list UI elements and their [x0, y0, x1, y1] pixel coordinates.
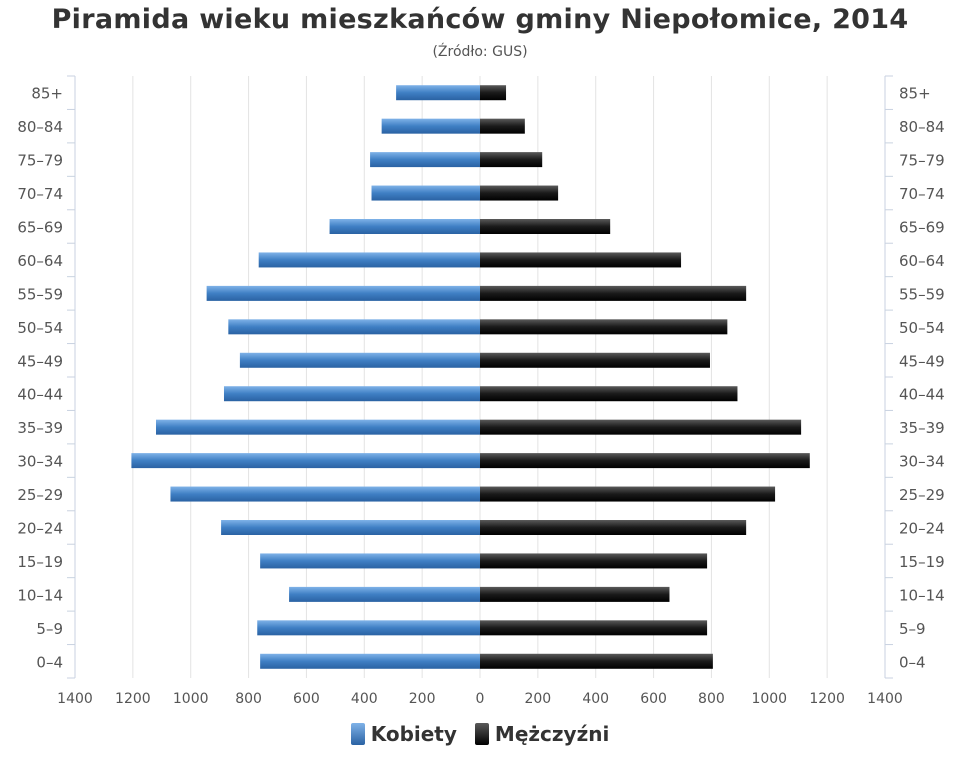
x-tick-label: 1200	[115, 691, 151, 707]
age-label-right: 85+	[899, 85, 931, 103]
legend-label-kobiety: Kobiety	[370, 722, 457, 746]
age-label-left: 70–74	[17, 185, 63, 203]
bar-mezczyzni	[480, 352, 710, 368]
bar-mezczyzni	[480, 152, 543, 168]
bar-kobiety	[381, 118, 480, 134]
bar-kobiety	[257, 620, 480, 636]
x-tick-label: 1000	[173, 691, 209, 707]
age-label-right: 10–14	[899, 586, 945, 604]
age-label-left: 40–44	[17, 386, 63, 404]
age-label-left: 20–24	[17, 520, 63, 538]
x-tick-label: 600	[640, 691, 667, 707]
legend-item-kobiety[interactable]: Kobiety	[350, 722, 457, 746]
age-label-right: 50–54	[899, 319, 945, 337]
bar-mezczyzni	[480, 620, 708, 636]
age-label-right: 25–29	[899, 486, 945, 504]
age-label-right: 20–24	[899, 520, 945, 538]
bar-kobiety	[131, 453, 481, 469]
bar-kobiety	[223, 386, 480, 402]
age-label-left: 75–79	[17, 152, 63, 170]
bar-kobiety	[289, 586, 480, 602]
bar-kobiety	[221, 520, 480, 535]
age-label-right: 0–4	[899, 653, 926, 671]
age-label-left: 10–14	[17, 586, 63, 604]
bar-mezczyzni	[480, 419, 802, 435]
age-label-right: 40–44	[899, 386, 945, 404]
age-label-right: 5–9	[899, 620, 926, 638]
bar-kobiety	[228, 319, 480, 335]
age-label-right: 60–64	[899, 252, 945, 270]
age-label-left: 25–29	[17, 486, 63, 504]
age-label-right: 55–59	[899, 285, 945, 303]
bar-kobiety	[156, 419, 480, 435]
x-tick-label: 1000	[751, 691, 787, 707]
bar-mezczyzni	[480, 553, 708, 569]
x-tick-label: 400	[582, 691, 609, 707]
bar-kobiety	[170, 486, 480, 502]
x-tick-label: 200	[409, 691, 436, 707]
x-tick-label: 200	[524, 691, 551, 707]
bar-kobiety	[396, 85, 480, 101]
bar-mezczyzni	[480, 85, 507, 101]
bar-mezczyzni	[480, 520, 747, 535]
x-tick-label: 1400	[867, 691, 903, 707]
bar-mezczyzni	[480, 252, 682, 268]
age-label-left: 65–69	[17, 219, 63, 237]
age-label-right: 15–19	[899, 553, 945, 571]
age-label-left: 35–39	[17, 419, 63, 437]
bar-mezczyzni	[480, 453, 810, 469]
age-label-right: 45–49	[899, 352, 945, 370]
age-label-right: 70–74	[899, 185, 945, 203]
bar-mezczyzni	[480, 185, 559, 201]
x-tick-label: 1200	[809, 691, 845, 707]
bar-mezczyzni	[480, 486, 776, 502]
bar-mezczyzni	[480, 219, 611, 234]
bar-mezczyzni	[480, 285, 747, 301]
bar-mezczyzni	[480, 319, 728, 335]
bar-mezczyzni	[480, 653, 713, 669]
age-label-right: 80–84	[899, 118, 945, 136]
age-label-left: 5–9	[36, 620, 63, 638]
x-tick-label: 800	[698, 691, 725, 707]
bar-mezczyzni	[480, 586, 670, 602]
age-label-right: 35–39	[899, 419, 945, 437]
bar-kobiety	[371, 185, 480, 201]
x-tick-label: 1400	[57, 691, 93, 707]
x-tick-label: 400	[351, 691, 378, 707]
bar-kobiety	[206, 285, 480, 301]
age-label-left: 15–19	[17, 553, 63, 571]
age-label-left: 30–34	[17, 453, 63, 471]
legend-label-mezczyzni: Mężczyźni	[494, 722, 610, 746]
age-label-right: 30–34	[899, 453, 945, 471]
age-label-left: 55–59	[17, 285, 63, 303]
age-label-left: 85+	[31, 85, 63, 103]
age-label-left: 60–64	[17, 252, 63, 270]
age-label-left: 45–49	[17, 352, 63, 370]
legend-swatch-kobiety	[350, 723, 365, 745]
bar-kobiety	[260, 653, 480, 669]
chart-title: Piramida wieku mieszkańców gminy Niepoło…	[51, 4, 909, 35]
x-tick-label: 600	[293, 691, 320, 707]
x-tick-label: 800	[235, 691, 262, 707]
chart-subtitle: (Źródło: GUS)	[432, 44, 528, 60]
bar-kobiety	[370, 152, 480, 168]
age-label-left: 50–54	[17, 319, 63, 337]
bar-kobiety	[260, 553, 480, 569]
legend: Kobiety Mężczyźni	[0, 722, 960, 746]
x-tick-label: 0	[476, 691, 485, 707]
legend-swatch-mezczyzni	[474, 723, 489, 745]
age-label-right: 65–69	[899, 219, 945, 237]
age-label-right: 75–79	[899, 152, 945, 170]
bar-mezczyzni	[480, 118, 525, 134]
legend-item-mezczyzni[interactable]: Mężczyźni	[474, 722, 610, 746]
bar-mezczyzni	[480, 386, 738, 402]
age-label-left: 80–84	[17, 118, 63, 136]
bar-kobiety	[239, 352, 480, 368]
bar-kobiety	[258, 252, 480, 268]
age-label-left: 0–4	[36, 653, 63, 671]
bar-kobiety	[329, 219, 480, 234]
